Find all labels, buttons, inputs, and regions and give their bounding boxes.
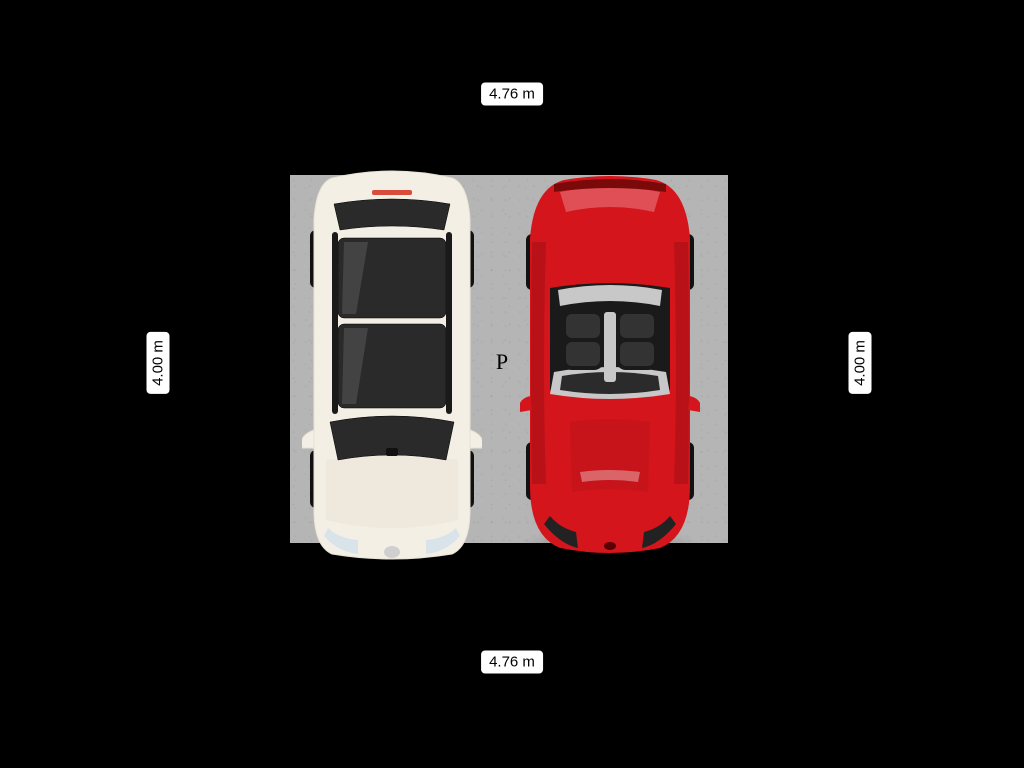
white-suv-car [302,160,482,565]
dimension-top: 4.76 m [481,83,543,106]
red-sports-car [520,172,700,557]
dimension-left: 4.00 m [147,332,170,394]
room-label: P [496,349,508,375]
dimension-bottom: 4.76 m [481,651,543,674]
dimension-right: 4.00 m [849,332,872,394]
diagram-stage: P 4.76 m 4.76 m 4.00 m 4.00 m [0,0,1024,768]
